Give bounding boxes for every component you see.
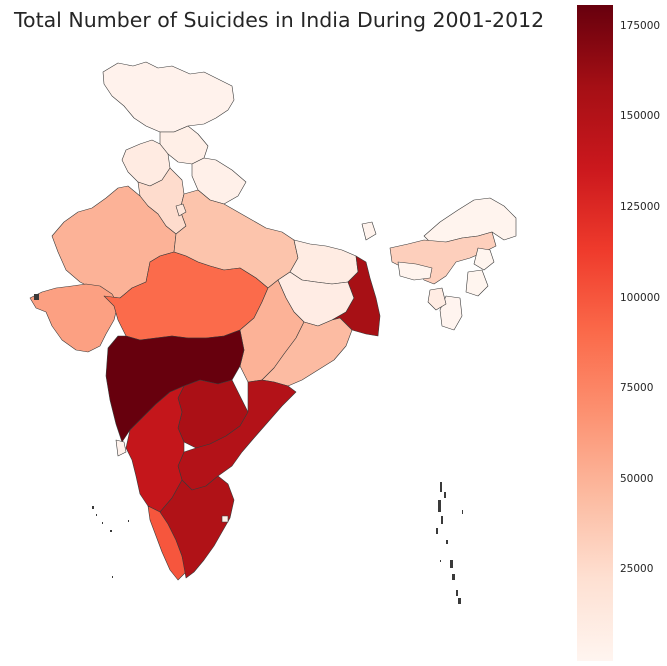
island-speck xyxy=(112,576,113,578)
colorbar-gradient xyxy=(577,5,613,661)
island-speck xyxy=(96,514,97,516)
region-tripura xyxy=(427,287,447,311)
island-speck xyxy=(446,540,448,544)
island-speck xyxy=(92,506,94,509)
colorbar-tick-label: 50000 xyxy=(620,472,654,485)
region-goa xyxy=(115,439,127,457)
region-bihar xyxy=(289,239,359,285)
island-speck xyxy=(110,530,112,532)
colorbar-tick-label: 125000 xyxy=(620,200,661,213)
region-jammu-kashmir xyxy=(102,61,235,133)
island-speck xyxy=(450,560,453,568)
region-odisha xyxy=(261,317,353,387)
map-title: Total Number of Suicides in India During… xyxy=(14,8,545,32)
region-delhi xyxy=(175,203,187,217)
island-speck xyxy=(462,510,463,514)
colorbar-tick-label: 25000 xyxy=(620,563,654,576)
india-choropleth-map xyxy=(29,61,517,604)
colorbar-tick-label: 175000 xyxy=(620,19,661,32)
island-speck xyxy=(436,528,438,534)
island-speck xyxy=(128,520,129,522)
island-speck xyxy=(438,500,441,512)
island-speck xyxy=(441,516,443,524)
region-karnataka xyxy=(125,385,185,513)
island-speck xyxy=(456,590,458,596)
colorbar-tick-label: 150000 xyxy=(620,110,661,123)
region-meghalaya xyxy=(397,261,433,281)
region-nagaland xyxy=(473,247,495,271)
region-manipur xyxy=(465,269,489,297)
region-puducherry xyxy=(221,515,229,523)
island-speck xyxy=(34,294,39,300)
colorbar xyxy=(577,5,613,665)
region-sikkim xyxy=(361,221,377,241)
island-speck xyxy=(102,522,103,524)
island-speck xyxy=(440,482,442,492)
island-speck xyxy=(440,560,441,562)
region-gujarat xyxy=(29,283,119,353)
island-speck xyxy=(452,574,455,580)
region-tamil-nadu xyxy=(159,475,235,579)
state-regions xyxy=(29,61,517,581)
island-speck xyxy=(444,492,446,498)
colorbar-tick-label: 100000 xyxy=(620,291,661,304)
island-speck xyxy=(458,598,461,604)
colorbar-tick-label: 75000 xyxy=(620,382,654,395)
island-territories xyxy=(34,294,463,604)
